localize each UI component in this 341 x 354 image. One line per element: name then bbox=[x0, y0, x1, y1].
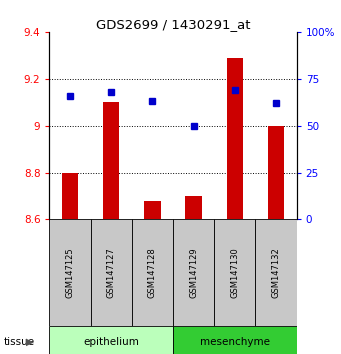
Bar bbox=[91, 219, 132, 326]
Text: epithelium: epithelium bbox=[83, 337, 139, 347]
Text: tissue: tissue bbox=[3, 337, 34, 347]
Bar bbox=[255, 219, 297, 326]
Text: GSM147125: GSM147125 bbox=[65, 247, 75, 298]
Bar bbox=[49, 326, 173, 354]
Bar bbox=[173, 219, 214, 326]
Bar bbox=[214, 219, 255, 326]
Title: GDS2699 / 1430291_at: GDS2699 / 1430291_at bbox=[96, 18, 250, 31]
Bar bbox=[49, 219, 91, 326]
Text: GSM147132: GSM147132 bbox=[271, 247, 281, 298]
Bar bbox=[103, 102, 119, 219]
Bar bbox=[144, 201, 161, 219]
Bar bbox=[227, 58, 243, 219]
Bar bbox=[173, 326, 297, 354]
Bar bbox=[132, 219, 173, 326]
Bar bbox=[268, 126, 284, 219]
Bar bbox=[186, 196, 202, 219]
Text: GSM147128: GSM147128 bbox=[148, 247, 157, 298]
Text: mesenchyme: mesenchyme bbox=[200, 337, 270, 347]
Text: GSM147129: GSM147129 bbox=[189, 247, 198, 298]
Bar bbox=[62, 172, 78, 219]
Text: GSM147130: GSM147130 bbox=[231, 247, 239, 298]
Text: ▶: ▶ bbox=[26, 337, 34, 347]
Text: GSM147127: GSM147127 bbox=[107, 247, 116, 298]
